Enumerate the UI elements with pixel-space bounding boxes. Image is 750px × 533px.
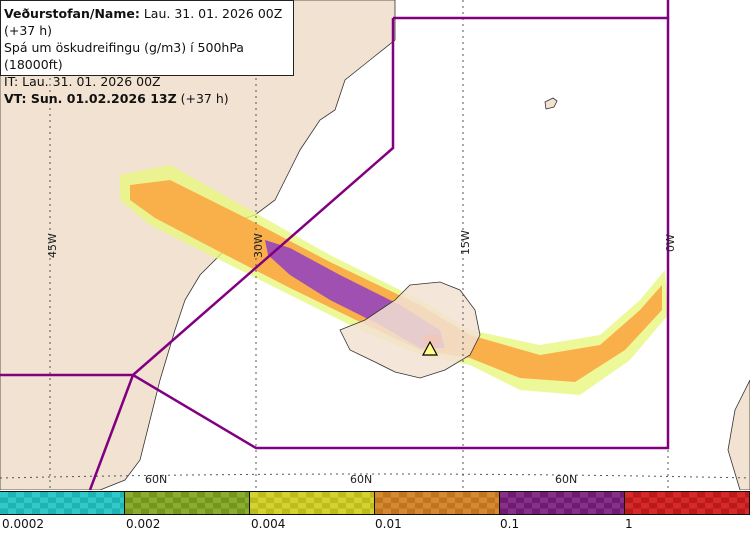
lon-label-30w: 30W [252, 233, 265, 258]
legend-tick: 1 [625, 517, 633, 531]
legend-swatch-3 [375, 492, 500, 514]
valid-time-offset: (+37 h) [176, 91, 229, 106]
forecast-info-box: Veðurstofan/Name: Lau. 31. 01. 2026 00Z … [0, 0, 294, 106]
issuer-label: Veðurstofan/Name: [4, 6, 140, 21]
lat-label-1: 60N [145, 473, 167, 486]
initial-time: IT: Lau. 31. 01. 2026 00Z [4, 74, 161, 89]
forecast-description: Spá um öskudreifingu (g/m3) í 500hPa (18… [4, 40, 244, 72]
legend-swatch-2 [250, 492, 375, 514]
lon-label-0w: 0W [664, 234, 677, 252]
lon-label-15w: 15W [459, 230, 472, 255]
legend-tick: 0.1 [500, 517, 520, 531]
lat-label-2: 60N [350, 473, 372, 486]
issuer-value: Lau. 31. 01. 2026 00Z (+37 h) [4, 6, 283, 38]
lat-label-3: 60N [555, 473, 577, 486]
legend-tick: 0.002 [126, 517, 161, 531]
iceland-land [339, 281, 481, 379]
ash-dispersion-map: 45W 30W 15W 0W 60N 60N 60N [0, 0, 750, 490]
legend-swatch-0 [0, 492, 125, 514]
valid-time-label: VT: Sun. 01.02.2026 13Z [4, 91, 177, 106]
legend-swatch-4 [500, 492, 625, 514]
legend-swatch-5 [625, 492, 750, 514]
triangle-icon [421, 340, 439, 356]
concentration-legend: 0.0002 0.002 0.004 0.01 0.1 1 [0, 491, 750, 533]
legend-tick: 0.01 [375, 517, 402, 531]
island-small [544, 97, 558, 110]
lon-label-45w: 45W [46, 233, 59, 258]
legend-tick: 0.0002 [2, 517, 44, 531]
advisory-zone-lines [0, 0, 670, 490]
legend-tick: 0.004 [251, 517, 286, 531]
legend-swatch-1 [125, 492, 250, 514]
scandinavia-edge [727, 379, 750, 490]
